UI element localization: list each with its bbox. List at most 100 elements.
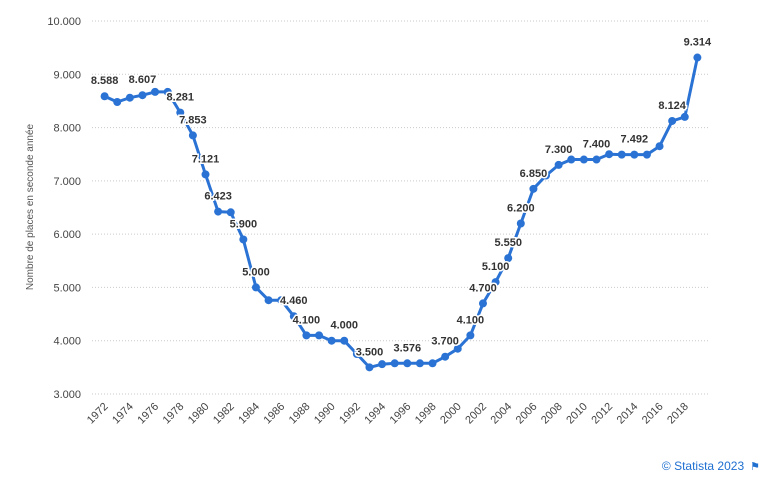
data-label: 4.100: [293, 314, 321, 326]
data-point[interactable]: [693, 53, 702, 62]
data-label: 4.100: [457, 314, 485, 326]
y-tick-label: 7.000: [53, 176, 81, 188]
data-point[interactable]: [176, 108, 185, 117]
data-point[interactable]: [592, 155, 601, 164]
x-tick-label: 2000: [438, 401, 464, 427]
data-label: 7.300: [545, 144, 573, 156]
data-point[interactable]: [478, 299, 487, 308]
data-label: 7.853: [179, 114, 207, 126]
data-point[interactable]: [365, 363, 374, 372]
data-point[interactable]: [403, 359, 412, 368]
y-tick-label: 9.000: [53, 69, 81, 81]
data-point[interactable]: [504, 254, 513, 263]
data-point[interactable]: [428, 359, 437, 368]
data-label: 7.492: [621, 134, 649, 146]
data-label: 3.576: [394, 342, 422, 354]
data-point[interactable]: [264, 296, 273, 305]
data-point[interactable]: [642, 150, 651, 159]
data-label: 9.314: [684, 37, 712, 49]
data-point[interactable]: [100, 92, 109, 101]
y-tick-label: 10.000: [47, 16, 81, 28]
data-point[interactable]: [289, 312, 298, 321]
y-tick-label: 4.000: [53, 336, 81, 348]
data-label: 7.121: [192, 153, 220, 165]
x-tick-label: 1976: [135, 401, 161, 427]
grid-lines: [92, 20, 710, 395]
data-point[interactable]: [302, 331, 311, 340]
y-axis-ticks: 3.000 4.000 5.000 6.000 7.000 8.000 9.000 10.00…: [47, 16, 81, 401]
data-point[interactable]: [680, 112, 689, 121]
data-point[interactable]: [630, 150, 639, 159]
data-point[interactable]: [201, 170, 210, 179]
data-labels: 8.588 8.607 8.281 7.853 7.121 6.423 5.900 5.000…: [89, 35, 713, 360]
data-label: 4.460: [280, 295, 308, 307]
y-tick-label: 3.000: [53, 389, 81, 401]
x-tick-label: 1994: [362, 401, 388, 427]
data-point[interactable]: [113, 97, 122, 106]
x-tick-label: 2002: [463, 401, 489, 427]
data-label: 8.607: [129, 74, 157, 86]
x-tick-label: 1984: [236, 401, 262, 427]
y-tick-label: 8.000: [53, 123, 81, 135]
data-point[interactable]: [441, 352, 450, 361]
data-points: [100, 53, 702, 372]
x-tick-label: 1980: [186, 401, 212, 427]
x-tick-label: 1978: [161, 401, 187, 427]
data-point[interactable]: [453, 344, 462, 353]
data-point[interactable]: [655, 142, 664, 151]
data-label: 7.400: [583, 139, 611, 151]
x-tick-label: 1990: [312, 401, 338, 427]
data-point[interactable]: [668, 116, 677, 125]
data-point[interactable]: [226, 208, 235, 217]
y-tick-label: 5.000: [53, 282, 81, 294]
data-point[interactable]: [491, 278, 500, 287]
data-label: 8.281: [167, 92, 195, 104]
x-tick-label: 1972: [85, 401, 111, 427]
x-tick-label: 2006: [514, 401, 540, 427]
credit-text: © Statista 2023: [661, 459, 745, 473]
x-tick-label: 2016: [640, 401, 666, 427]
data-point[interactable]: [390, 359, 399, 368]
data-label: 8.588: [91, 75, 119, 87]
data-point[interactable]: [138, 91, 147, 100]
data-point[interactable]: [214, 207, 223, 216]
data-point[interactable]: [542, 171, 551, 180]
data-point[interactable]: [277, 296, 286, 305]
data-point[interactable]: [251, 283, 260, 292]
data-point[interactable]: [315, 331, 324, 340]
data-point[interactable]: [378, 360, 387, 369]
data-label: 3.700: [431, 336, 459, 348]
data-label: 4.000: [330, 320, 358, 332]
data-point[interactable]: [516, 219, 525, 228]
data-point[interactable]: [125, 93, 134, 102]
x-tick-label: 2014: [615, 401, 641, 427]
data-point[interactable]: [466, 331, 475, 340]
x-tick-label: 2008: [539, 401, 565, 427]
data-point[interactable]: [554, 160, 563, 169]
data-point[interactable]: [239, 235, 248, 244]
data-point[interactable]: [529, 184, 538, 193]
data-point[interactable]: [163, 87, 172, 96]
data-label: 5.000: [242, 266, 270, 278]
data-label: 6.200: [507, 202, 535, 214]
data-point[interactable]: [151, 87, 160, 96]
data-point[interactable]: [188, 131, 197, 140]
data-point[interactable]: [352, 350, 361, 359]
data-point[interactable]: [605, 150, 614, 159]
data-point[interactable]: [617, 150, 626, 159]
y-axis-label: Nombre de places en seconde année: [25, 123, 36, 290]
data-point[interactable]: [327, 336, 336, 345]
x-tick-label: 1996: [388, 401, 414, 427]
data-point[interactable]: [567, 155, 576, 164]
x-tick-label: 1986: [262, 401, 288, 427]
data-point[interactable]: [579, 155, 588, 164]
x-tick-label: 1974: [110, 401, 136, 427]
data-label: 8.124: [658, 100, 686, 112]
y-tick-label: 6.000: [53, 229, 81, 241]
statista-credit[interactable]: © Statista 2023 ⚑: [662, 459, 760, 473]
data-point[interactable]: [415, 359, 424, 368]
x-tick-label: 1998: [413, 401, 439, 427]
x-tick-label: 2012: [589, 401, 615, 427]
data-point[interactable]: [340, 336, 349, 345]
